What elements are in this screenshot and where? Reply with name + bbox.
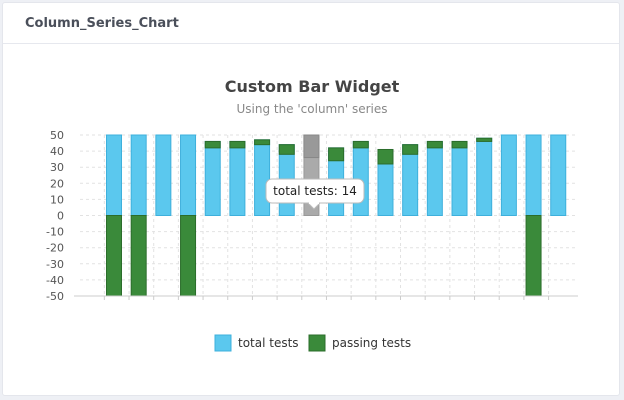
legend-item-total[interactable]: total tests xyxy=(214,334,299,352)
bar-passing-tests[interactable] xyxy=(476,137,493,142)
y-tick-label: -20 xyxy=(46,242,64,255)
bar-total-tests[interactable] xyxy=(106,134,122,216)
card-header: Column_Series_Chart xyxy=(3,3,619,44)
y-tick-label: 40 xyxy=(50,145,64,158)
x-axis xyxy=(74,295,578,300)
bar-passing-tests[interactable] xyxy=(377,148,394,165)
legend: total tests passing tests xyxy=(214,334,411,352)
bar-total-tests[interactable] xyxy=(352,140,369,216)
y-tick-label: 20 xyxy=(50,177,64,190)
y-tick-label: 50 xyxy=(50,129,64,142)
card-title: Column_Series_Chart xyxy=(25,15,179,31)
legend-label-passing[interactable]: passing tests xyxy=(332,336,411,350)
tooltip-pointer xyxy=(307,202,321,210)
bar-passing-tests[interactable] xyxy=(352,140,369,149)
bar-total-tests[interactable] xyxy=(500,134,517,216)
bar-passing-tests[interactable] xyxy=(204,140,221,149)
legend-item-passing[interactable]: passing tests xyxy=(308,334,411,352)
bar-passing-tests[interactable] xyxy=(328,147,345,162)
bar-passing-tests[interactable] xyxy=(278,144,295,155)
y-tick-label: -10 xyxy=(46,226,64,239)
bar-total-tests[interactable] xyxy=(550,134,567,216)
bar-total-tests[interactable] xyxy=(402,144,419,216)
bar-total-tests[interactable] xyxy=(476,137,493,216)
legend-swatch-total[interactable] xyxy=(214,334,232,352)
y-tick-label: -30 xyxy=(46,258,64,271)
y-tick-label: 10 xyxy=(50,193,64,206)
bar-total-tests[interactable] xyxy=(254,139,271,216)
bars xyxy=(106,134,567,297)
bar-passing-tests[interactable] xyxy=(303,134,320,159)
legend-label-total[interactable]: total tests xyxy=(238,336,299,350)
bar-total-tests[interactable] xyxy=(451,140,468,216)
legend-swatch-passing[interactable] xyxy=(308,334,326,352)
y-tick-label: -50 xyxy=(46,290,64,303)
bar-passing-tests[interactable] xyxy=(525,215,542,297)
y-tick-label: -40 xyxy=(46,274,64,287)
bar-total-tests[interactable] xyxy=(204,140,221,216)
bar-passing-tests[interactable] xyxy=(229,140,246,149)
bar-passing-tests[interactable] xyxy=(254,139,271,146)
y-tick-label: 0 xyxy=(57,210,64,223)
bar-passing-tests[interactable] xyxy=(130,215,147,297)
bar-total-tests[interactable] xyxy=(180,134,197,216)
bar-passing-tests[interactable] xyxy=(402,144,419,155)
bar-total-tests[interactable] xyxy=(130,134,147,216)
chart-subtitle: Using the 'column' series xyxy=(236,102,387,116)
tooltip: total tests: 14 xyxy=(265,178,365,210)
chart-title: Custom Bar Widget xyxy=(225,77,400,96)
bar-total-tests[interactable] xyxy=(426,140,443,216)
bar-passing-tests[interactable] xyxy=(106,215,122,297)
y-tick-label: 30 xyxy=(50,161,64,174)
y-axis: 50 40 30 20 10 0 -10 -20 -30 -40 -50 xyxy=(46,129,64,303)
bar-total-tests[interactable] xyxy=(155,134,172,216)
bar-total-tests[interactable] xyxy=(229,140,246,216)
tooltip-text: total tests: 14 xyxy=(273,184,357,198)
bar-passing-tests[interactable] xyxy=(426,140,443,149)
bar-passing-tests[interactable] xyxy=(180,215,197,297)
bar-total-tests[interactable] xyxy=(525,134,542,216)
bar-passing-tests[interactable] xyxy=(451,140,468,149)
